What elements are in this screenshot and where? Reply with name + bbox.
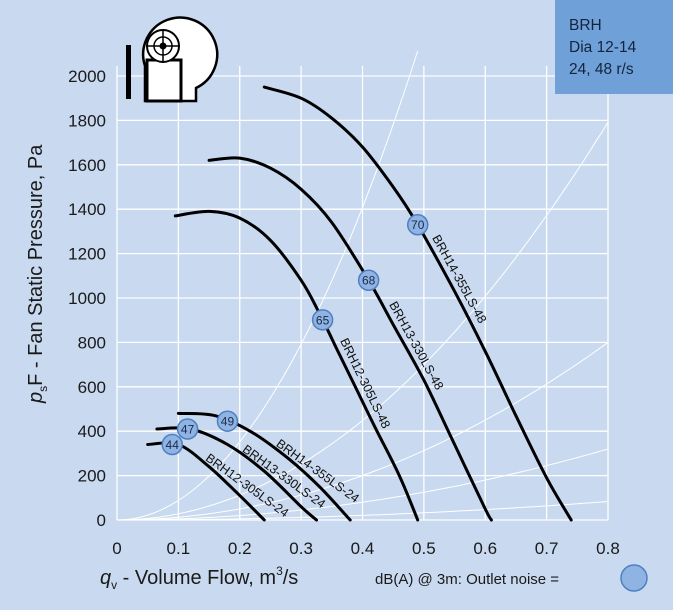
x-tick-label: 0 xyxy=(112,539,121,558)
noise-badge-circle xyxy=(176,418,199,440)
system-curve-line xyxy=(116,50,419,521)
y-axis-label: psF - Fan Static Pressure, Pa xyxy=(25,144,50,404)
noise-badge-circle xyxy=(311,309,334,331)
x-tick-labels: 0 0.1 0.2 0.3 0.4 0.5 0.6 0.7 0.8 xyxy=(112,539,620,558)
noise-badge-value: 65 xyxy=(316,313,330,327)
y-tick-label: 800 xyxy=(78,333,106,352)
legend-label: dB(A) @ 3m: Outlet noise = xyxy=(375,571,559,588)
x-tick-label: 0.3 xyxy=(289,539,313,558)
x-tick-label: 0.5 xyxy=(412,539,436,558)
system-curve-line xyxy=(117,448,609,521)
x-tick-label: 0.2 xyxy=(228,539,252,558)
y-tick-label: 2000 xyxy=(68,67,106,86)
x-tick-label: 0.8 xyxy=(596,539,620,558)
noise-badge-value: 49 xyxy=(221,415,235,429)
noise-badge-value: 70 xyxy=(411,218,425,232)
y-tick-label: 1000 xyxy=(68,289,106,308)
y-tick-label: 600 xyxy=(78,378,106,397)
noise-badge-value: 68 xyxy=(362,274,376,288)
system-curve-line xyxy=(117,501,609,521)
info-box xyxy=(555,0,673,94)
centrifugal-fan-icon xyxy=(126,16,219,103)
y-tick-label: 1800 xyxy=(68,111,106,130)
noise-badge-value: 44 xyxy=(166,438,180,452)
y-tick-label: 1200 xyxy=(68,245,106,264)
y-tick-label: 200 xyxy=(78,467,106,486)
legend-noise-circle-icon xyxy=(620,564,648,592)
y-tick-label: 0 xyxy=(97,511,106,530)
system-curves xyxy=(116,50,609,521)
noise-badge-circle xyxy=(406,213,429,236)
noise-badge-circle xyxy=(161,433,183,456)
y-tick-label: 1400 xyxy=(68,200,106,219)
noise-badge-circle xyxy=(357,269,380,291)
info-box-line2: Dia 12-14 xyxy=(569,39,637,56)
x-tick-label: 0.7 xyxy=(535,539,559,558)
y-tick-label: 400 xyxy=(78,422,106,441)
info-box-line3: 24, 48 r/s xyxy=(569,61,634,78)
y-tick-label: 1600 xyxy=(68,156,106,175)
x-tick-label: 0.6 xyxy=(473,539,497,558)
system-curve-line xyxy=(116,121,609,521)
series-line xyxy=(176,411,352,522)
x-axis-label: qv - Volume Flow, m3/s xyxy=(100,564,298,592)
x-tick-label: 0.4 xyxy=(351,539,375,558)
noise-badge-circle xyxy=(216,410,239,432)
noise-badge-value: 47 xyxy=(181,422,195,436)
x-tick-label: 0.1 xyxy=(167,539,191,558)
system-curve-line xyxy=(117,341,609,521)
info-box-line1: BRH xyxy=(569,17,602,34)
y-tick-labels: 0 200 400 600 800 1000 1200 1400 1600 1800 2000 xyxy=(68,67,106,530)
